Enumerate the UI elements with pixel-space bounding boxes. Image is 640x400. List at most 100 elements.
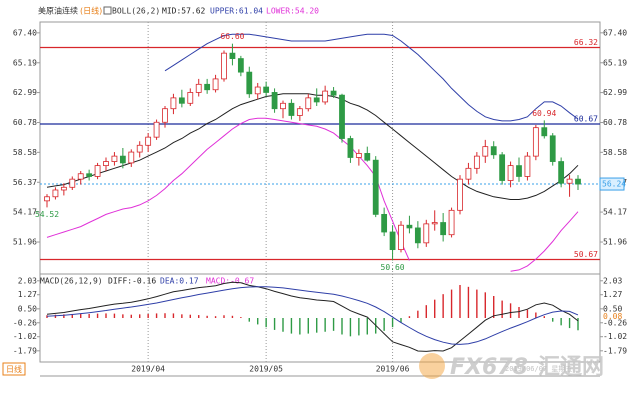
- y-tick-label-right: 2.03: [603, 276, 622, 285]
- candle-body: [60, 186, 67, 191]
- footer-box[interactable]: [2, 362, 26, 376]
- candle-body: [457, 178, 463, 211]
- candle-body: [313, 97, 320, 103]
- y-tick-label: 65.19: [13, 58, 37, 67]
- watermark-logo-icon: [419, 353, 445, 379]
- candle-body: [204, 83, 211, 91]
- candle-body: [305, 97, 312, 110]
- series-line: [510, 211, 579, 272]
- candle-body: [178, 97, 185, 104]
- candle-body: [136, 144, 143, 153]
- candle-body: [558, 161, 565, 184]
- candle-body: [195, 83, 202, 93]
- candle-body: [507, 165, 514, 181]
- candle-body: [431, 222, 438, 225]
- candle-body: [296, 108, 303, 116]
- x-tick-label: 2019/06: [376, 365, 410, 374]
- candle-body: [246, 71, 253, 95]
- series-line: [164, 33, 579, 122]
- series-line: [46, 93, 579, 200]
- price-box: [599, 177, 625, 191]
- candle-body: [263, 86, 270, 93]
- y-tick-label-right: 1.27: [603, 290, 622, 299]
- y-tick-label-right: 54.17: [603, 208, 627, 217]
- candle-body: [482, 146, 489, 157]
- candle-body: [516, 165, 522, 177]
- y-tick-label: -0.26: [13, 318, 37, 327]
- legend-entry: LOWER:54.20: [266, 7, 319, 16]
- price-label: 56.24: [602, 180, 626, 189]
- candle-body: [423, 223, 430, 244]
- candle-body: [473, 155, 480, 169]
- footer[interactable]: 日线: [6, 364, 22, 374]
- annotation: 50.60: [381, 263, 405, 272]
- y-tick-label-right: 58.58: [603, 148, 627, 157]
- watermark-name: 汇通网: [538, 355, 604, 380]
- candle-body: [119, 155, 126, 164]
- candle-body: [448, 209, 455, 236]
- candle-body: [532, 127, 539, 157]
- candle-body: [212, 78, 219, 91]
- y-tick-label: -1.79: [13, 346, 37, 355]
- indicator-name: BOLL(26,2): [112, 7, 160, 16]
- series-line: [46, 281, 579, 352]
- candle-body: [398, 224, 404, 251]
- candle-body: [355, 153, 362, 158]
- candle-body: [280, 102, 286, 110]
- candle-body: [44, 196, 50, 202]
- candle-body: [364, 153, 371, 161]
- y-tick-label-right: 0.50: [603, 304, 622, 313]
- candle-body: [541, 127, 548, 137]
- candle-body: [440, 222, 447, 236]
- y-tick-label: 56.37: [13, 178, 37, 187]
- legend-entry: MACD:-0.67: [206, 277, 254, 286]
- x-tick-label: 2019/04: [131, 365, 165, 374]
- y-tick-label: 0.50: [18, 304, 37, 313]
- chart-subtitle: (日线): [80, 6, 102, 16]
- candle-body: [339, 94, 345, 139]
- candle-body: [465, 167, 472, 180]
- watermark: FX678 汇通网 2019/06/07 星期五: [419, 353, 604, 380]
- candle-body: [414, 227, 421, 244]
- date-stamp: 2019/06/07 星期五: [505, 365, 572, 373]
- candle-body: [237, 58, 244, 73]
- legend-entry: MID:57.62: [162, 7, 206, 16]
- annotation: 66.60: [220, 32, 244, 41]
- candle-body: [52, 189, 59, 198]
- y-tick-label: 58.58: [13, 148, 37, 157]
- y-tick-label: 54.17: [13, 208, 37, 217]
- macd-marker: 0.08: [603, 312, 622, 321]
- candle-body: [153, 121, 160, 138]
- watermark-logo: FX678: [450, 355, 528, 380]
- y-tick-label: 60.78: [13, 118, 37, 127]
- y-tick-label: 1.27: [18, 290, 37, 299]
- y-tick-label-right: 65.19: [603, 58, 627, 67]
- candle-body: [221, 52, 227, 80]
- candle-body: [549, 135, 556, 162]
- macd-title: MACD(26,12,9): [40, 277, 103, 286]
- candle-body: [229, 52, 236, 59]
- y-tick-label-right: 62.99: [603, 88, 627, 97]
- candle-body: [322, 90, 329, 103]
- candle-body: [575, 178, 581, 185]
- candle-body: [566, 178, 573, 184]
- y-tick-label: 62.99: [13, 88, 37, 97]
- candle-body: [524, 155, 531, 177]
- y-tick-label: 2.03: [18, 276, 37, 285]
- macd-frame: [39, 273, 601, 363]
- y-tick-label-right: -1.02: [603, 332, 627, 341]
- y-tick-label-right: -1.79: [603, 346, 627, 355]
- candle-body: [162, 108, 168, 123]
- legend-entry: DIFF:-0.16: [108, 277, 156, 286]
- annotation: 60.94: [532, 109, 556, 118]
- candle-body: [288, 102, 295, 116]
- candle-body: [94, 165, 101, 177]
- h-line-label: 66.32: [574, 38, 598, 47]
- series-line: [46, 286, 579, 345]
- candle-body: [406, 224, 413, 229]
- y-tick-label-right: 60.78: [603, 118, 627, 127]
- candle-body: [372, 159, 379, 215]
- candle-body: [490, 146, 497, 156]
